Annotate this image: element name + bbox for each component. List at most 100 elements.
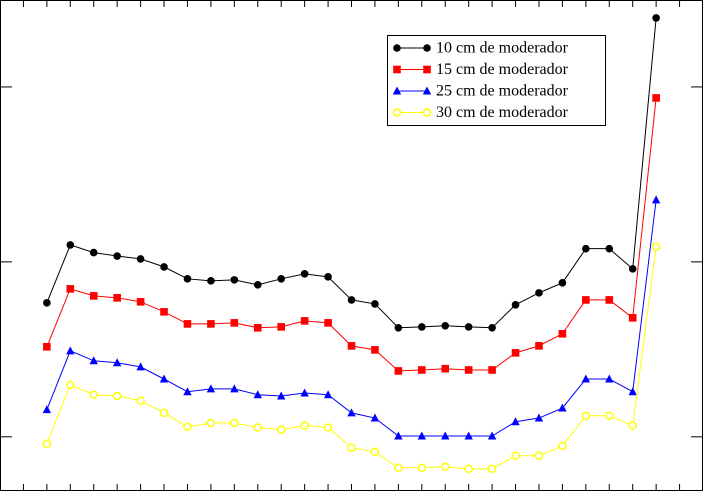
marker	[371, 346, 379, 354]
marker	[113, 252, 121, 260]
marker	[183, 275, 192, 283]
marker	[43, 342, 51, 351]
marker	[160, 308, 168, 316]
marker	[651, 242, 661, 252]
marker	[487, 464, 497, 474]
marker	[42, 405, 52, 414]
marker	[370, 447, 380, 457]
marker	[323, 423, 333, 432]
marker	[441, 322, 450, 330]
marker	[605, 411, 614, 420]
marker	[230, 276, 239, 284]
legend-marker	[392, 86, 402, 95]
marker	[206, 418, 216, 428]
marker	[323, 390, 333, 399]
marker	[558, 403, 567, 412]
legend-label: 15 cm de moderador	[436, 61, 569, 78]
marker	[277, 391, 286, 400]
marker	[112, 358, 122, 367]
series	[43, 14, 660, 332]
marker	[652, 14, 660, 22]
marker	[535, 289, 543, 297]
marker	[511, 301, 520, 309]
legend-marker	[423, 44, 431, 52]
marker	[276, 425, 286, 434]
marker	[89, 390, 98, 399]
marker	[511, 349, 520, 357]
marker	[441, 431, 450, 440]
marker	[253, 323, 262, 332]
marker	[277, 275, 286, 283]
marker	[206, 384, 216, 393]
series	[42, 195, 661, 440]
marker	[89, 292, 98, 300]
marker	[605, 374, 614, 383]
marker	[581, 411, 591, 420]
marker	[300, 388, 309, 397]
marker	[628, 313, 637, 322]
marker	[440, 462, 450, 472]
marker	[230, 418, 239, 428]
marker	[535, 342, 543, 350]
marker	[66, 241, 75, 249]
marker	[487, 431, 497, 440]
marker	[628, 265, 637, 273]
marker	[371, 300, 379, 308]
marker	[582, 244, 590, 253]
marker	[89, 248, 98, 257]
marker	[253, 281, 262, 289]
marker	[417, 431, 426, 440]
marker	[652, 94, 660, 102]
marker	[347, 443, 356, 453]
marker	[324, 319, 332, 327]
marker	[628, 387, 637, 396]
marker	[605, 244, 614, 253]
marker	[464, 464, 473, 474]
marker	[253, 390, 262, 399]
marker	[488, 323, 496, 332]
marker	[66, 380, 75, 390]
marker	[300, 317, 309, 325]
marker	[159, 374, 169, 383]
marker	[582, 296, 590, 304]
marker	[207, 277, 215, 285]
marker	[464, 366, 473, 374]
marker	[558, 329, 567, 338]
marker	[42, 439, 52, 449]
legend-marker	[392, 108, 402, 117]
marker	[558, 441, 567, 451]
marker	[464, 431, 473, 440]
marker	[277, 323, 285, 331]
marker	[394, 463, 403, 473]
marker	[253, 423, 263, 432]
legend-marker	[423, 65, 431, 74]
marker	[394, 431, 403, 440]
marker	[581, 374, 591, 383]
marker	[160, 263, 168, 271]
marker	[394, 367, 403, 375]
marker	[136, 362, 145, 371]
legend-label: 25 cm de moderador	[436, 83, 569, 100]
marker	[511, 417, 520, 426]
marker	[628, 421, 637, 430]
marker	[347, 342, 356, 350]
marker	[43, 299, 51, 307]
series	[43, 94, 660, 375]
marker	[418, 366, 426, 374]
marker	[417, 463, 427, 473]
marker	[534, 451, 544, 461]
marker	[183, 320, 192, 328]
marker	[183, 422, 192, 432]
marker	[651, 195, 661, 204]
marker	[394, 323, 403, 332]
marker	[534, 413, 544, 422]
marker	[207, 320, 215, 328]
marker	[230, 384, 239, 393]
marker	[113, 294, 121, 302]
marker	[159, 408, 169, 418]
marker	[66, 285, 75, 293]
marker	[488, 366, 496, 374]
marker	[605, 296, 614, 304]
